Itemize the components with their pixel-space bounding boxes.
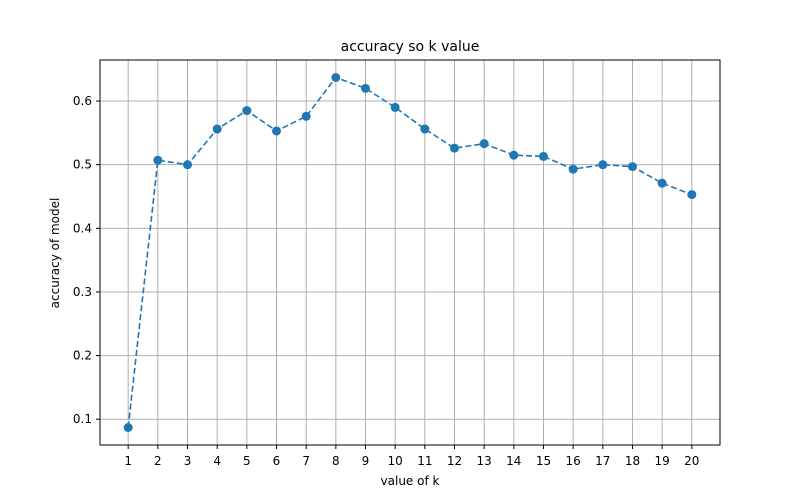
x-tick-label: 7 <box>302 454 310 468</box>
x-tick-label: 9 <box>362 454 370 468</box>
grid <box>100 60 720 445</box>
x-tick-label: 15 <box>536 454 551 468</box>
x-tick-label: 6 <box>273 454 281 468</box>
x-tick-label: 16 <box>566 454 581 468</box>
data-point <box>598 160 608 170</box>
data-point <box>568 164 578 174</box>
y-tick-label: 0.4 <box>73 221 92 235</box>
y-tick-label: 0.1 <box>73 412 92 426</box>
x-tick-label: 19 <box>655 454 670 468</box>
x-tick-label: 12 <box>447 454 462 468</box>
y-tick-label: 0.6 <box>73 94 92 108</box>
data-point <box>153 155 163 165</box>
data-point <box>687 190 697 200</box>
data-point <box>449 143 459 153</box>
data-point <box>331 73 341 82</box>
x-tick-label: 2 <box>154 454 162 468</box>
axes: 1 2 3 4 5 6 7 8 9 10 11 12 13 14 15 16 17 18 19 200.10.20.3… <box>73 59 721 468</box>
data-point <box>272 126 282 136</box>
data-point <box>301 111 311 121</box>
data-point <box>657 178 667 188</box>
data-point <box>479 139 489 149</box>
data-point <box>538 151 548 161</box>
data-point <box>212 124 222 134</box>
y-axis-label: accuracy of model <box>48 198 62 309</box>
y-tick-label: 0.3 <box>73 285 92 299</box>
series-line <box>127 76 693 428</box>
x-tick-label: 3 <box>184 454 192 468</box>
plot-frame <box>99 59 721 446</box>
x-tick-label: 17 <box>595 454 610 468</box>
x-tick-label: 8 <box>332 454 340 468</box>
x-tick-label: 11 <box>417 454 432 468</box>
x-axis-label: value of k <box>381 474 440 488</box>
x-tick-label: 5 <box>243 454 251 468</box>
data-point <box>361 83 371 93</box>
data-point <box>183 160 193 170</box>
x-tick-label: 18 <box>625 454 640 468</box>
x-tick-label: 14 <box>506 454 521 468</box>
y-tick-label: 0.5 <box>73 158 92 172</box>
x-tick-label: 1 <box>124 454 132 468</box>
data-point <box>390 102 400 112</box>
data-point <box>627 162 637 172</box>
data-point <box>420 124 430 134</box>
x-tick-label: 13 <box>477 454 492 468</box>
y-tick-label: 0.2 <box>73 349 92 363</box>
x-tick-label: 20 <box>684 454 699 468</box>
data-point <box>242 106 252 116</box>
x-tick-label: 4 <box>213 454 221 468</box>
chart-title: accuracy so k value <box>341 39 480 55</box>
series <box>123 73 697 432</box>
data-point <box>509 150 519 160</box>
x-tick-label: 10 <box>388 454 403 468</box>
data-point <box>123 423 133 432</box>
